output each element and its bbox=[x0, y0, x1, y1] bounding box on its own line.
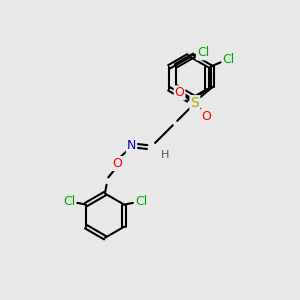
Text: H: H bbox=[161, 150, 170, 160]
Text: N: N bbox=[127, 140, 136, 152]
Text: O: O bbox=[112, 157, 122, 170]
Text: O: O bbox=[175, 86, 184, 99]
Text: Cl: Cl bbox=[63, 195, 75, 208]
Text: S: S bbox=[190, 96, 199, 110]
Text: Cl: Cl bbox=[135, 195, 147, 208]
Text: Cl: Cl bbox=[223, 53, 235, 66]
Text: Cl: Cl bbox=[197, 46, 209, 59]
Text: O: O bbox=[201, 110, 211, 123]
